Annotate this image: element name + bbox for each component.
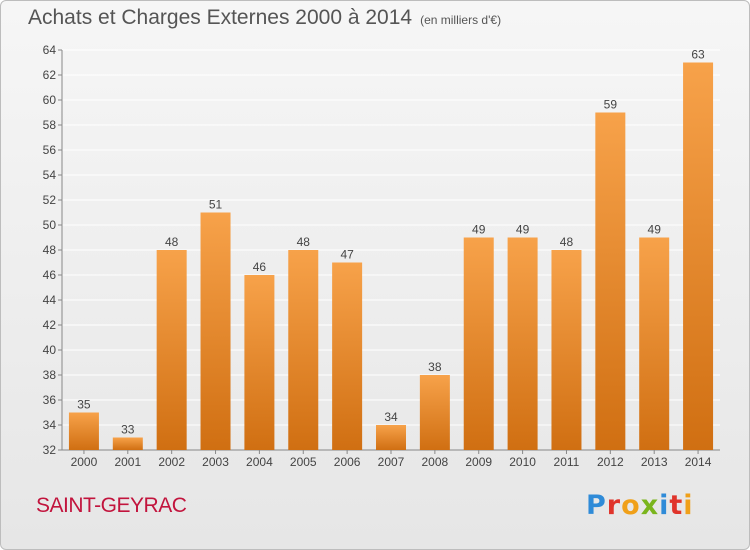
y-tick-label: 50	[43, 218, 57, 232]
y-tick-label: 32	[43, 443, 57, 457]
y-tick-label: 46	[43, 268, 57, 282]
unit-label: (en milliers d'€)	[420, 13, 502, 27]
y-tick-label: 34	[43, 418, 57, 432]
x-tick-label-2001: 2001	[114, 455, 141, 469]
x-tick-label-2002: 2002	[158, 455, 185, 469]
bar-2012	[595, 112, 626, 450]
bar-2011	[551, 250, 582, 450]
x-tick-label-2005: 2005	[290, 455, 317, 469]
data-label-2010: 49	[516, 223, 530, 237]
y-tick-label: 36	[43, 393, 57, 407]
labels: 32 34 36 38 40 42 44 46 48 50 52 54 56 58 60 62 64 35 2000…	[43, 43, 712, 469]
y-tick-label: 38	[43, 368, 57, 382]
bar-2007	[376, 425, 406, 450]
bar-2000	[68, 412, 99, 450]
data-label-2011: 48	[560, 235, 574, 249]
data-label-2007: 34	[384, 410, 398, 424]
chart-title: Achats et Charges Externes 2000 à 2014 (e…	[28, 6, 501, 30]
commune-name: SAINT-GEYRAC	[36, 494, 187, 517]
data-label-2008: 38	[428, 360, 442, 374]
y-tick-label: 64	[43, 43, 57, 57]
bar-2006	[332, 262, 363, 450]
x-tick-label-2000: 2000	[71, 455, 98, 469]
y-tick-label: 62	[43, 68, 57, 82]
bar-2009	[463, 237, 494, 450]
data-label-2003: 51	[209, 198, 223, 212]
bar-2001	[112, 437, 143, 450]
chart-title-text: Achats et Charges Externes 2000 à 2014	[28, 6, 413, 29]
y-tick-label: 40	[43, 343, 57, 357]
y-tick-label: 52	[43, 193, 57, 207]
logo-letter: x	[640, 490, 660, 521]
y-tick-label: 42	[43, 318, 57, 332]
x-tick-label-2013: 2013	[641, 455, 668, 469]
logo-letter: o	[621, 490, 641, 521]
bar-2002	[156, 250, 187, 450]
x-tick-label-2011: 2011	[554, 455, 580, 469]
bar-2014	[683, 62, 714, 450]
data-label-2000: 35	[77, 398, 91, 412]
logo-letter: r	[606, 490, 622, 521]
y-tick-label: 58	[43, 118, 57, 132]
bar-2010	[507, 237, 538, 450]
x-tick-label-2004: 2004	[246, 455, 273, 469]
x-tick-label-2010: 2010	[509, 455, 536, 469]
x-tick-label-2006: 2006	[334, 455, 361, 469]
y-tick-label: 48	[43, 243, 57, 257]
y-tick-label: 60	[43, 93, 57, 107]
data-label-2006: 47	[340, 248, 354, 262]
logo-letter: i	[659, 490, 670, 521]
data-label-2014: 63	[691, 48, 705, 62]
x-tick-label-2012: 2012	[597, 455, 624, 469]
y-tick-label: 56	[43, 143, 57, 157]
data-label-2001: 33	[121, 423, 135, 437]
data-label-2013: 49	[648, 223, 662, 237]
logo-letter: P	[586, 490, 607, 521]
x-tick-label-2009: 2009	[465, 455, 492, 469]
bar-2003	[200, 212, 231, 450]
data-label-2004: 46	[253, 260, 267, 274]
data-label-2005: 48	[297, 235, 311, 249]
x-tick-label-2007: 2007	[378, 455, 405, 469]
data-label-2012: 59	[604, 98, 618, 112]
bar-2008	[419, 375, 450, 450]
bars	[68, 62, 714, 450]
bar-2005	[288, 250, 319, 450]
data-label-2002: 48	[165, 235, 179, 249]
data-label-2009: 49	[472, 223, 486, 237]
bar-2013	[639, 237, 670, 450]
proxiti-logo: Proxiti	[586, 490, 694, 521]
y-tick-label: 44	[43, 293, 57, 307]
x-tick-label-2008: 2008	[422, 455, 449, 469]
logo-letter: t	[669, 490, 684, 521]
x-tick-label-2003: 2003	[202, 455, 229, 469]
y-tick-label: 54	[43, 168, 57, 182]
x-tick-label-2014: 2014	[685, 455, 712, 469]
logo-letter: i	[683, 490, 694, 521]
bar-2004	[244, 275, 275, 450]
